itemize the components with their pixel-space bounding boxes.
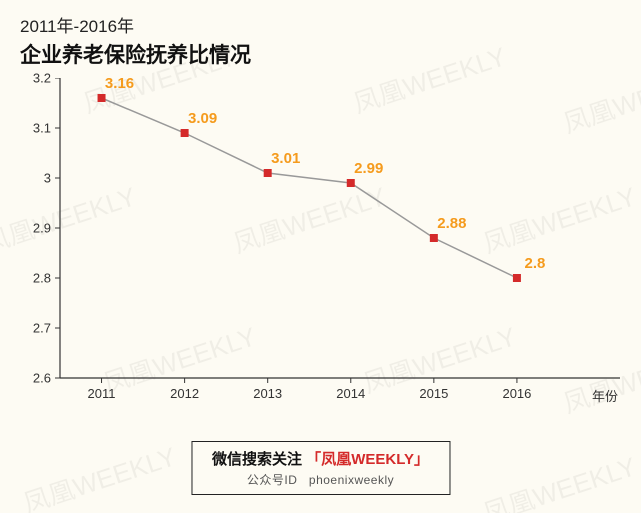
footer-line1: 微信搜索关注 「凤凰WEEKLY」 [212, 448, 429, 469]
x-tick-label: 2011 [88, 386, 116, 401]
footer-sub-prefix: 公众号ID [247, 473, 298, 487]
footer-brand-close: 」 [414, 451, 429, 468]
y-tick-label: 2.9 [21, 221, 51, 236]
line-chart: 2.62.72.82.933.13.2201120122013201420152… [20, 78, 620, 408]
footer-sub-id: phoenixweekly [309, 473, 394, 487]
x-tick-label: 2014 [336, 386, 365, 401]
data-point-label: 3.01 [271, 150, 300, 167]
footer-brand-open: 「 [306, 451, 321, 468]
data-point-label: 3.16 [105, 75, 134, 92]
footer-callout: 微信搜索关注 「凤凰WEEKLY」 公众号ID phoenixweekly [191, 441, 450, 495]
footer-brand-ch: 凤凰 [321, 451, 351, 468]
x-axis-unit: 年份 [592, 386, 618, 405]
x-tick-label: 2012 [170, 386, 199, 401]
watermark-text: 凤凰WEEKLY [18, 436, 180, 513]
x-tick-label: 2013 [253, 386, 282, 401]
y-tick-label: 2.8 [21, 271, 51, 286]
y-tick-label: 3.1 [21, 121, 51, 136]
data-point-label: 2.99 [354, 160, 383, 177]
data-point-label: 2.88 [437, 215, 466, 232]
watermark-text: 凤凰WEEKLY [478, 446, 640, 513]
chart-subtitle: 2011年-2016年 [20, 12, 251, 37]
chart-title-block: 2011年-2016年 企业养老保险抚养比情况 [20, 12, 251, 69]
chart-title: 企业养老保险抚养比情况 [20, 39, 251, 69]
y-tick-label: 2.6 [21, 371, 51, 386]
y-tick-label: 2.7 [21, 321, 51, 336]
data-point-label: 3.09 [188, 110, 217, 127]
footer-brand-en: WEEKLY [351, 451, 414, 468]
y-tick-label: 3 [21, 171, 51, 186]
footer-prefix: 微信搜索关注 [212, 451, 302, 468]
footer-line2: 公众号ID phoenixweekly [212, 471, 429, 488]
y-tick-label: 3.2 [21, 71, 51, 86]
data-point-label: 2.8 [524, 255, 545, 272]
x-tick-label: 2015 [419, 386, 448, 401]
chart-svg [20, 78, 620, 408]
x-tick-label: 2016 [502, 386, 531, 401]
